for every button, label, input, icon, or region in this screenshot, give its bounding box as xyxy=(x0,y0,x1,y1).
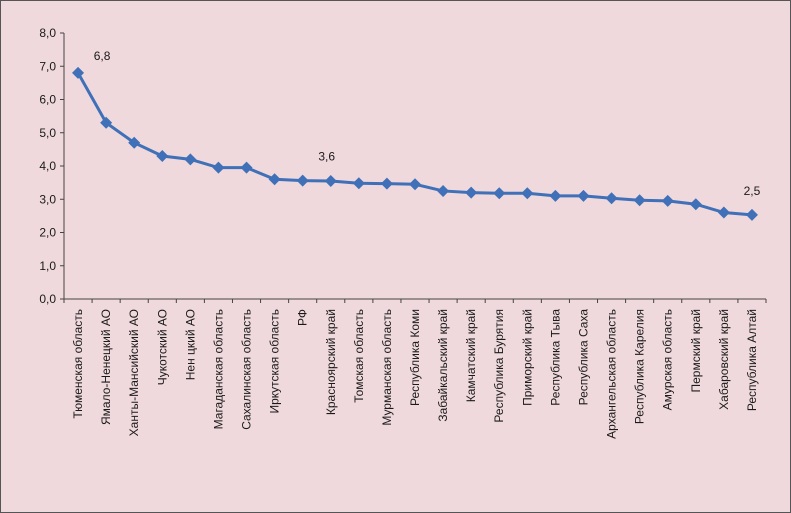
marker xyxy=(352,177,365,190)
marker xyxy=(72,66,85,79)
x-tick-label: Ямало-Ненецкий АО xyxy=(99,309,113,425)
data-label: 2,5 xyxy=(744,184,761,198)
x-tick-label: Сахалинская область xyxy=(240,309,254,430)
marker xyxy=(717,206,730,219)
marker xyxy=(268,173,281,186)
x-tick-label: Республика Тыва xyxy=(548,309,562,406)
x-tick-label: Пермский край xyxy=(689,309,703,393)
y-tick-label: 1,0 xyxy=(39,259,56,273)
x-tick-label: Нен цкий АО xyxy=(183,309,197,380)
marker xyxy=(661,194,674,207)
x-tick-label: Красноярский край xyxy=(324,309,338,415)
x-tick-label: Республика Алтай xyxy=(745,309,759,411)
x-tick-label: Магаданская область xyxy=(211,309,225,429)
x-tick-label: Тюменская область xyxy=(71,309,85,419)
x-tick-label: Республика Коми xyxy=(408,309,422,406)
marker xyxy=(324,174,337,187)
x-tick-label: Республика Саха xyxy=(576,309,590,406)
y-tick-label: 6,0 xyxy=(39,93,56,107)
x-tick-label: Камчатский край xyxy=(464,309,478,402)
marker xyxy=(380,177,393,190)
marker xyxy=(100,116,113,129)
marker xyxy=(521,187,534,200)
x-tick-label: Амурская область xyxy=(661,309,675,410)
marker xyxy=(745,208,758,221)
marker xyxy=(212,161,225,174)
x-tick-label: Приморский край xyxy=(520,309,534,406)
marker xyxy=(689,198,702,211)
x-tick-label: Ханты-Мансийский АО xyxy=(127,309,141,436)
y-tick-label: 8,0 xyxy=(39,26,56,40)
marker xyxy=(240,161,253,174)
x-tick-label: Томская область xyxy=(352,309,366,403)
x-tick-label: Хабаровский край xyxy=(717,309,731,410)
marker xyxy=(184,153,197,166)
marker xyxy=(633,194,646,207)
marker xyxy=(296,174,309,187)
y-tick-label: 5,0 xyxy=(39,126,56,140)
x-tick-label: Забайкальский край xyxy=(436,309,450,422)
x-tick-label: Иркутская область xyxy=(268,309,282,414)
marker xyxy=(465,186,478,199)
data-label: 3,6 xyxy=(318,150,335,164)
x-tick-label: Республика Карелия xyxy=(633,309,647,424)
data-label: 6,8 xyxy=(94,49,111,63)
marker xyxy=(409,178,421,191)
marker xyxy=(549,189,562,202)
marker xyxy=(577,189,590,202)
marker xyxy=(128,136,141,149)
marker xyxy=(605,192,618,205)
marker xyxy=(437,184,450,197)
marker xyxy=(493,187,506,200)
y-tick-label: 7,0 xyxy=(39,59,56,73)
y-tick-label: 0,0 xyxy=(39,292,56,306)
x-tick-label: Чукотский АО xyxy=(155,309,169,385)
x-tick-label: Архангельская область xyxy=(605,309,619,439)
y-tick-label: 3,0 xyxy=(39,192,56,206)
x-tick-label: РФ xyxy=(296,309,310,326)
x-tick-label: Мурманская область xyxy=(380,309,394,426)
y-tick-label: 2,0 xyxy=(39,226,56,240)
x-tick-label: Республика Бурятия xyxy=(492,309,506,423)
y-tick-label: 4,0 xyxy=(39,159,56,173)
marker xyxy=(156,150,169,163)
